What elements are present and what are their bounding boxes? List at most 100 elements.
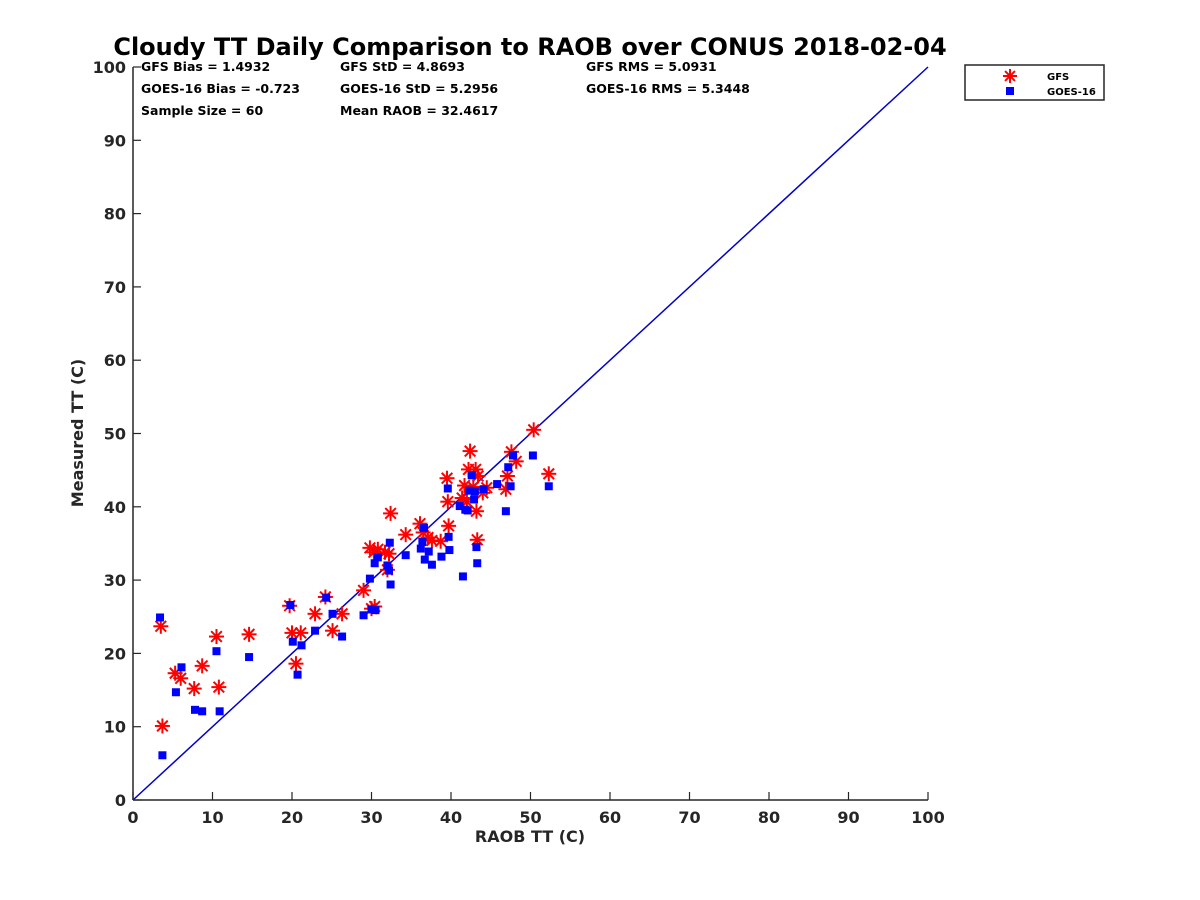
goes16-point [401, 551, 410, 560]
goes16-point [419, 524, 428, 533]
y-tick-label: 80 [104, 205, 126, 224]
goes16-point [158, 751, 167, 760]
x-tick-label: 30 [360, 808, 382, 827]
goes16-point [473, 559, 482, 568]
goes16-point [386, 580, 395, 589]
goes16-point [293, 670, 302, 679]
goes16-point [427, 560, 436, 569]
goes16-point [444, 532, 453, 541]
goes16-point [370, 559, 379, 568]
gfs-point [211, 679, 227, 695]
gfs-point [325, 623, 341, 639]
goes16-point [463, 506, 472, 515]
goes16-point [286, 601, 295, 610]
stats-block: GFS Bias = 1.4932 GFS StD = 4.8693 GFS RMS… [141, 59, 750, 118]
gfs-point [208, 629, 224, 645]
stat-text: GOES-16 StD = 5.2956 [340, 81, 498, 96]
y-tick-label: 0 [115, 791, 126, 810]
goes16-point [245, 653, 254, 662]
gfs-point [439, 470, 455, 486]
legend-items: GFS GOES-16 [1003, 69, 1096, 98]
y-tick-label: 20 [104, 644, 126, 663]
goes16-point [418, 537, 427, 546]
plot-area [132, 66, 929, 801]
gfs-point [194, 658, 210, 674]
goes16-point [424, 547, 433, 556]
goes16-point [371, 606, 380, 615]
goes16-point [373, 553, 382, 562]
x-tick-label: 80 [758, 808, 780, 827]
stat-text: GFS RMS = 5.0931 [586, 59, 717, 74]
goes16-point [416, 544, 425, 553]
goes16-point [472, 543, 481, 552]
goes16-point [156, 613, 165, 622]
y-ticks: 0 10 20 30 40 50 60 70 80 90 100 [93, 58, 141, 810]
x-axis-label: RAOB TT (C) [475, 827, 585, 846]
x-tick-label: 60 [599, 808, 621, 827]
goes16-point [467, 471, 476, 480]
goes16-point [191, 705, 200, 714]
y-tick-label: 100 [93, 58, 126, 77]
stat-text: GOES-16 RMS = 5.3448 [586, 81, 750, 96]
goes16-point [506, 482, 515, 491]
gfs-point [383, 505, 399, 521]
goes16-point [288, 637, 297, 646]
goes16-point [328, 609, 337, 618]
goes16-point [322, 593, 331, 602]
series-gfs [153, 422, 557, 734]
goes16-point [528, 451, 537, 460]
x-tick-label: 10 [201, 808, 223, 827]
stat-text: GFS StD = 4.8693 [340, 59, 465, 74]
goes16-point [465, 486, 474, 495]
x-tick-label: 40 [440, 808, 462, 827]
gfs-point [462, 443, 478, 459]
gfs-point [398, 527, 414, 543]
goes16-point [443, 484, 452, 493]
goes16-point [509, 451, 518, 460]
gfs-point [440, 494, 456, 510]
gfs-point [433, 533, 449, 549]
gfs-point [334, 606, 350, 622]
x-tick-label: 70 [678, 808, 700, 827]
goes16-point [198, 707, 207, 716]
goes16-point [365, 574, 374, 583]
goes16-point [501, 507, 510, 516]
gfs-point [441, 518, 457, 534]
legend-box [964, 64, 1105, 101]
x-tick-label: 50 [519, 808, 541, 827]
goes16-point [458, 572, 467, 581]
series-layer [153, 422, 557, 760]
goes16-point [338, 632, 347, 641]
gfs-point [288, 656, 304, 672]
gfs-point [173, 670, 189, 686]
legend: GFS GOES-16 [964, 64, 1105, 101]
y-tick-label: 90 [104, 131, 126, 150]
goes16-point [384, 566, 393, 575]
gfs-point [381, 546, 397, 562]
goes16-point [385, 538, 394, 547]
gfs-point [356, 582, 372, 598]
stat-text: Mean RAOB = 32.4617 [340, 103, 498, 118]
x-tick-label: 90 [837, 808, 859, 827]
gfs-point [186, 681, 202, 697]
y-tick-label: 70 [104, 278, 126, 297]
goes16-point [359, 611, 368, 620]
goes16-point [212, 647, 221, 656]
axes: 0 10 20 30 40 50 60 70 80 90 100 0 10 20 30 40 50 60 70 80… [93, 58, 945, 827]
goes16-point [504, 463, 513, 472]
gfs-point [307, 606, 323, 622]
legend-goes16-marker [1006, 87, 1014, 95]
chart-title: Cloudy TT Daily Comparison to RAOB over … [113, 33, 946, 61]
gfs-point [541, 466, 557, 482]
goes16-point [445, 546, 454, 555]
gfs-point [241, 626, 257, 642]
gfs-point [154, 718, 170, 734]
goes16-point [177, 663, 186, 672]
goes16-point [470, 487, 479, 496]
x-tick-label: 100 [911, 808, 944, 827]
legend-label: GOES-16 [1047, 87, 1096, 98]
gfs-point [526, 422, 542, 438]
x-tick-label: 0 [127, 808, 138, 827]
stat-text: GFS Bias = 1.4932 [141, 59, 270, 74]
